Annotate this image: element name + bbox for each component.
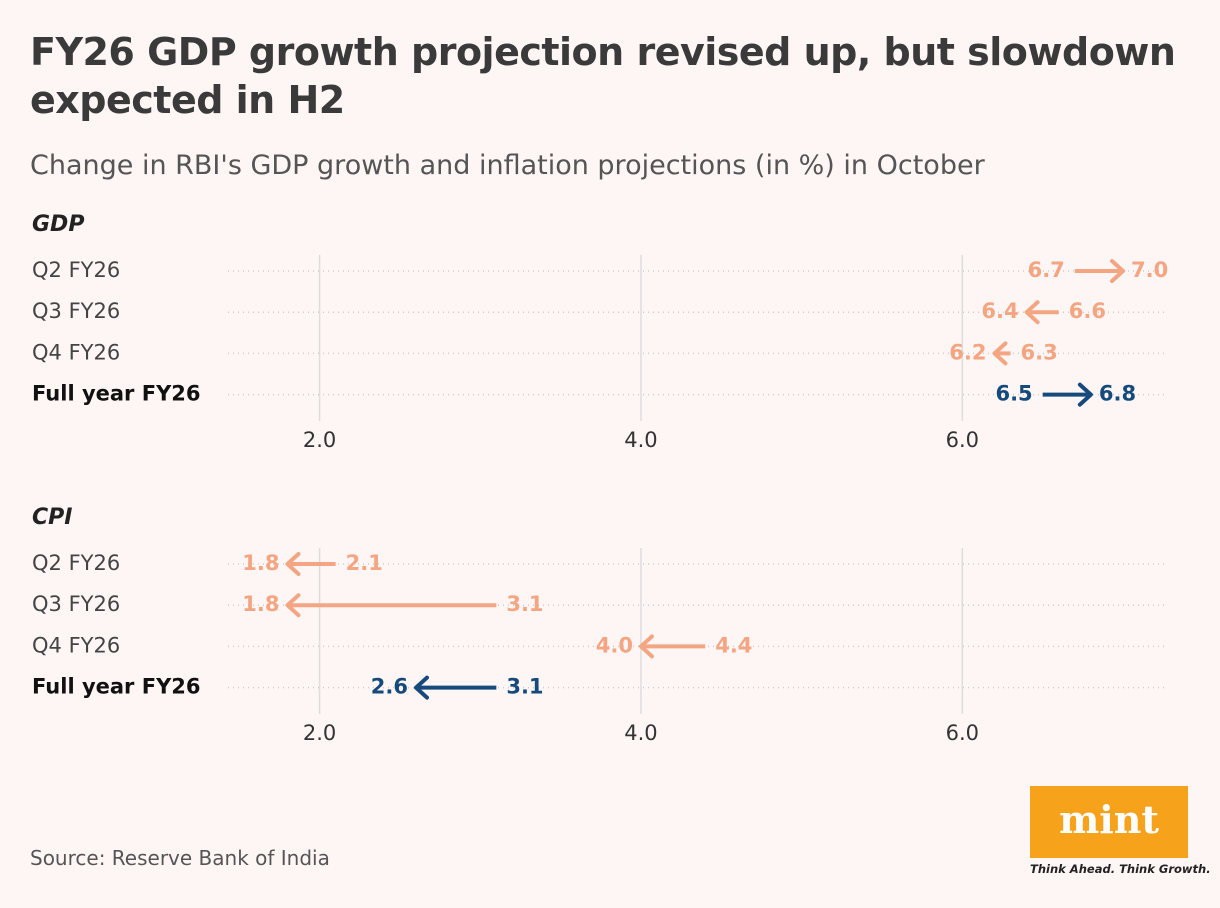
arrow-head <box>1110 259 1126 283</box>
category-label: Q2 FY26 <box>32 551 120 575</box>
source: Source: Reserve Bank of India <box>30 846 330 870</box>
value-label: 3.1 <box>506 592 543 616</box>
value-label: 2.1 <box>346 551 383 575</box>
category-label: Full year FY26 <box>32 382 201 406</box>
x-tick-label: 4.0 <box>624 428 657 452</box>
value-label: 2.6 <box>371 675 408 699</box>
value-label: 7.0 <box>1131 258 1168 282</box>
value-label: 1.8 <box>242 551 279 575</box>
category-label: Q4 FY26 <box>32 633 120 657</box>
subtitle: Change in RBI's GDP growth and inflation… <box>30 150 985 181</box>
arrow-head <box>1077 382 1093 407</box>
arrow-head <box>285 552 301 576</box>
arrow-head <box>638 634 654 659</box>
category-label: Q2 FY26 <box>32 258 120 282</box>
x-tick-label: 6.0 <box>946 721 979 745</box>
logo: mint <box>1030 786 1188 858</box>
value-label: 1.8 <box>242 592 279 616</box>
x-tick-label: 2.0 <box>303 721 336 745</box>
value-label: 6.6 <box>1069 299 1106 323</box>
category-label: Q3 FY26 <box>32 299 120 323</box>
x-tick-label: 4.0 <box>624 721 657 745</box>
value-label: 6.4 <box>981 299 1018 323</box>
arrow-head <box>992 341 1008 366</box>
logo-tagline: Think Ahead. Think Growth. <box>1030 862 1211 876</box>
chart: GDP 2.0 4.0 6.0 Q2 FY26 6.7 7.0 Q3 FY26 6.6 6.4 Q4… <box>32 212 1168 745</box>
panel-title: GDP <box>32 212 84 237</box>
arrow-head <box>414 675 429 700</box>
value-label: 6.7 <box>1028 258 1065 282</box>
panel-title: CPI <box>32 505 72 530</box>
value-label: 6.3 <box>1021 340 1058 364</box>
value-label: 4.0 <box>596 633 633 657</box>
arrow-head <box>1024 300 1040 325</box>
value-label: 4.4 <box>715 633 752 657</box>
category-label: Q4 FY26 <box>32 340 120 364</box>
title: FY26 GDP growth projection revised up, b… <box>30 30 1176 122</box>
category-label: Q3 FY26 <box>32 592 120 616</box>
arrow-head <box>285 593 301 618</box>
value-label: 6.2 <box>949 340 986 364</box>
value-label: 6.8 <box>1099 382 1136 406</box>
value-label: 3.1 <box>506 675 543 699</box>
x-tick-label: 2.0 <box>303 428 336 452</box>
value-label: 6.5 <box>995 382 1032 406</box>
category-label: Full year FY26 <box>32 675 201 699</box>
x-tick-label: 6.0 <box>946 428 979 452</box>
